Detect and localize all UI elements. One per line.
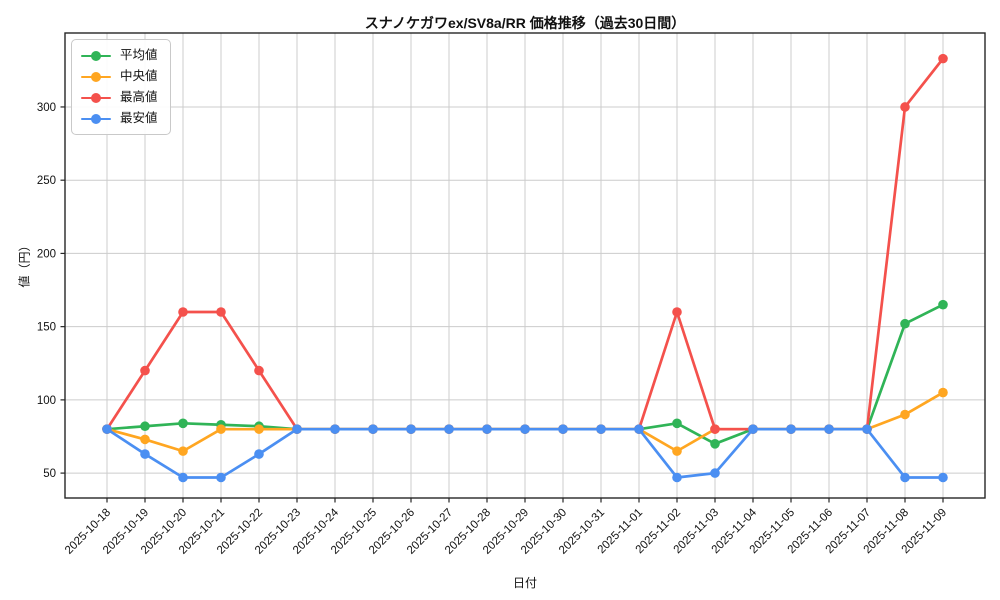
line-dot-marker-icon xyxy=(81,71,111,83)
data-point xyxy=(406,424,416,434)
data-point xyxy=(938,472,948,483)
data-point xyxy=(254,449,264,459)
y-tick-label: 100 xyxy=(37,395,56,407)
legend-item-min: 最安値 xyxy=(81,110,158,127)
data-point xyxy=(254,424,264,434)
data-point xyxy=(216,472,226,483)
y-tick-label: 300 xyxy=(37,102,56,114)
x-axis-label: 日付 xyxy=(512,576,537,590)
data-point xyxy=(710,468,720,478)
line-dot-marker-icon xyxy=(81,92,111,104)
data-point xyxy=(558,424,568,434)
legend-item-max: 最高値 xyxy=(81,89,158,106)
legend-item-median: 中央値 xyxy=(81,68,158,85)
data-point xyxy=(140,365,150,376)
line-dot-marker-icon xyxy=(81,113,111,125)
data-point xyxy=(748,424,758,434)
data-point xyxy=(900,102,910,112)
data-point xyxy=(938,387,948,398)
data-point xyxy=(710,424,720,434)
data-point xyxy=(292,424,302,434)
chart-title: スナノケガワex/SV8a/RR 価格推移（過去30日間） xyxy=(364,15,686,31)
axis-ticks: 2025-10-182025-10-192025-10-202025-10-21… xyxy=(37,102,949,557)
data-point xyxy=(102,424,112,434)
data-point xyxy=(900,472,910,483)
data-point xyxy=(178,446,188,456)
data-point xyxy=(178,418,188,429)
line-dot-marker-icon xyxy=(81,50,111,62)
data-point xyxy=(824,424,834,434)
legend-label-average: 平均値 xyxy=(120,48,158,63)
data-point xyxy=(178,472,188,483)
data-point xyxy=(444,424,454,434)
legend-label-min: 最安値 xyxy=(120,111,158,126)
data-point xyxy=(710,439,720,449)
data-point xyxy=(786,424,796,434)
data-point xyxy=(862,424,872,434)
data-point xyxy=(330,424,340,434)
legend-item-average: 平均値 xyxy=(81,47,158,64)
y-tick-label: 250 xyxy=(37,175,56,187)
data-point xyxy=(938,299,948,310)
data-point xyxy=(368,424,378,434)
series-3 xyxy=(102,424,948,483)
data-point xyxy=(178,307,188,317)
y-tick-label: 50 xyxy=(43,468,56,480)
data-point xyxy=(672,472,682,483)
legend-label-max: 最高値 xyxy=(120,90,158,105)
data-point xyxy=(140,421,150,432)
data-point xyxy=(140,449,150,459)
data-point xyxy=(520,424,530,434)
data-point xyxy=(140,434,150,445)
y-tick-label: 150 xyxy=(37,322,56,334)
data-point xyxy=(254,365,264,376)
data-point xyxy=(938,53,948,64)
data-point xyxy=(900,409,910,420)
data-point xyxy=(596,424,606,434)
legend-label-median: 中央値 xyxy=(120,69,158,84)
data-point xyxy=(482,424,492,434)
y-tick-label: 200 xyxy=(37,248,56,260)
data-point xyxy=(672,418,682,429)
data-point xyxy=(672,446,682,456)
data-point xyxy=(900,318,910,329)
legend: 平均値 中央値 最高値 最安値 xyxy=(71,39,171,135)
plot-border xyxy=(64,32,986,499)
data-point xyxy=(634,424,644,434)
data-point xyxy=(216,424,226,434)
data-point xyxy=(216,307,226,317)
data-point xyxy=(672,307,682,317)
